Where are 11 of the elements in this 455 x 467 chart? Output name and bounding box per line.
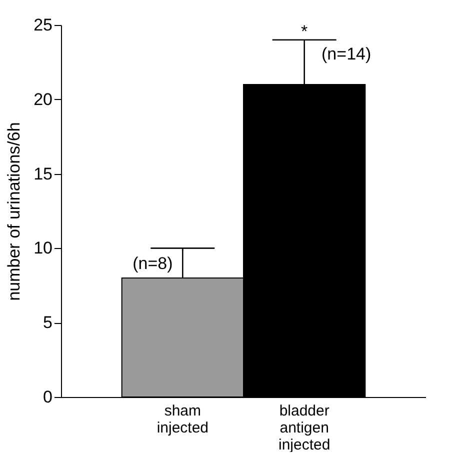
y-tick-label: 10 (34, 238, 52, 258)
y-tick-label: 0 (43, 388, 52, 406)
y-axis-title: number of urinations/6h (4, 122, 24, 301)
annotation: * (301, 22, 308, 41)
annotation: (n=14) (322, 44, 372, 64)
y-tick-label: 5 (43, 313, 52, 332)
x-tick-label: sham injected (156, 402, 209, 436)
annotation: (n=8) (132, 254, 173, 273)
y-tick-label: 25 (34, 16, 52, 34)
y-tick-label: 20 (34, 90, 52, 109)
y-tick-label: 15 (34, 164, 52, 184)
